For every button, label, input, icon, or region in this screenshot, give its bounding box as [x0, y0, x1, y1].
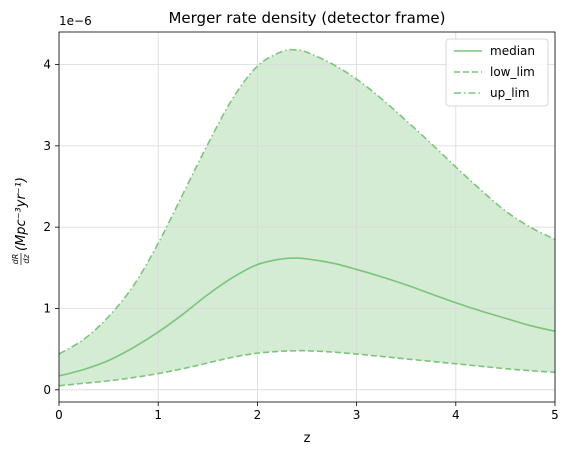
y-tick-label: 0 — [43, 383, 51, 397]
series-layer — [58, 48, 556, 387]
legend-box — [445, 38, 549, 107]
chart-title: Merger rate density (detector frame) — [168, 9, 445, 27]
x-tick-label: 4 — [452, 408, 460, 422]
x-tick-label: 2 — [254, 408, 262, 422]
y-tick-label: 4 — [43, 58, 51, 72]
plot-frame — [58, 31, 556, 403]
x-tick-label: 3 — [353, 408, 361, 422]
y-label-rest: (Mpc⁻³yr⁻¹) — [14, 177, 29, 251]
y-offset-text: 1e−6 — [59, 14, 92, 28]
legend: median low_lim up_lim — [445, 38, 549, 107]
y-tick-label: 3 — [43, 139, 51, 153]
y-label-frac-den: dz — [22, 254, 31, 264]
y-label-frac-num: dR — [11, 254, 20, 265]
y-tick-label: 2 — [43, 220, 51, 234]
fill-layer — [59, 49, 555, 386]
series-line-up-lim — [58, 48, 556, 355]
x-tick-label: 0 — [55, 408, 63, 422]
series-line-low-lim — [58, 349, 556, 387]
legend-label: low_lim — [490, 65, 535, 79]
confidence-band — [59, 49, 555, 386]
x-axis-label: z — [304, 431, 311, 446]
legend-label: up_lim — [490, 86, 530, 100]
y-axis-label: dR dz (Mpc⁻³yr⁻¹) — [11, 177, 31, 265]
x-tick-label: 5 — [551, 408, 559, 422]
series-line-median — [58, 257, 556, 377]
y-tick-label: 1 — [43, 301, 51, 315]
tick-layer: 0 1 2 3 4 5 0 1 2 3 4 — [43, 58, 558, 422]
legend-label: median — [490, 44, 535, 58]
x-tick-label: 1 — [154, 408, 162, 422]
